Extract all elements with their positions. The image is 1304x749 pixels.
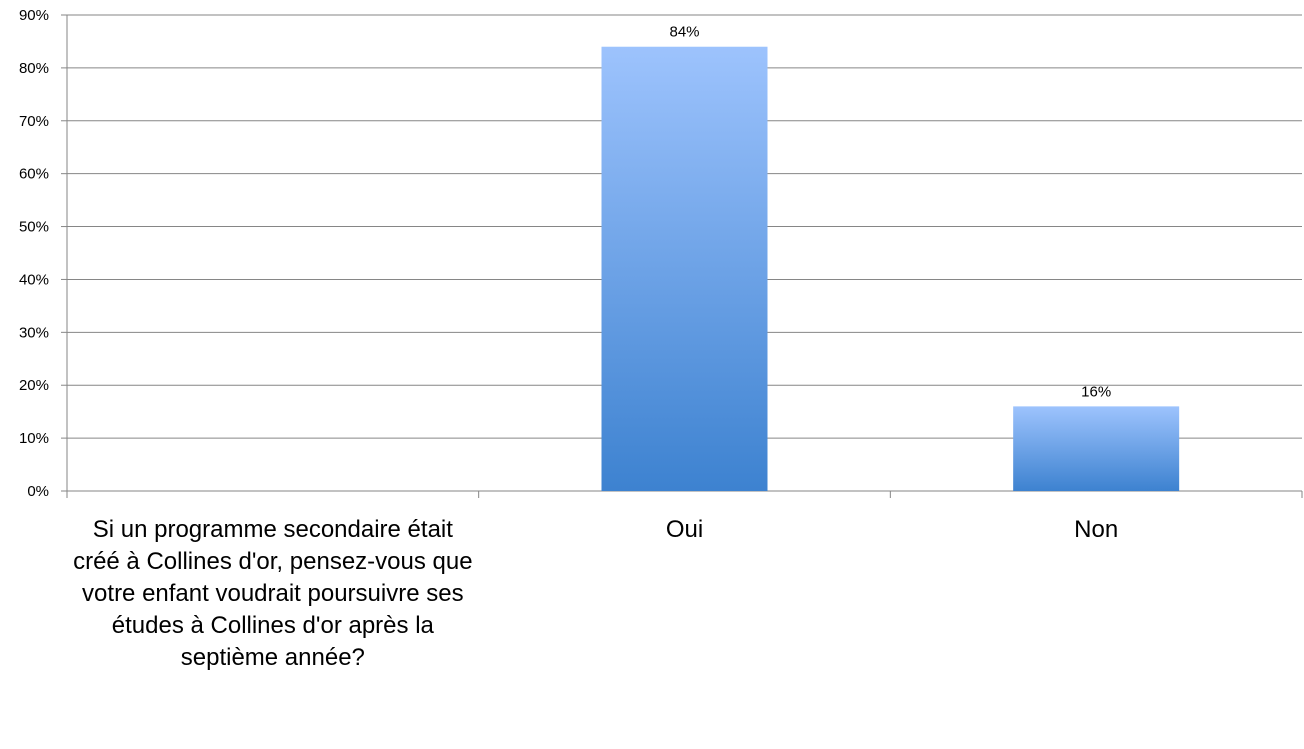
y-tick-label: 70%: [19, 113, 49, 130]
bars: [601, 46, 1180, 491]
y-tick-label: 20%: [19, 377, 49, 394]
y-tick-label: 10%: [19, 430, 49, 447]
y-tick-label: 90%: [19, 7, 49, 24]
y-tick-label: 60%: [19, 166, 49, 183]
y-tick-label: 40%: [19, 271, 49, 288]
y-tick-label: 50%: [19, 219, 49, 236]
bar: [1013, 406, 1180, 491]
x-category-label: Non: [1074, 516, 1119, 543]
bar-value-label: 84%: [669, 24, 699, 41]
bar-value-label: 16%: [1081, 383, 1111, 400]
y-tick-label: 0%: [27, 483, 49, 500]
x-category-label: Oui: [665, 516, 704, 543]
bar: [601, 46, 768, 491]
labels: 0% 10% 20% 30% 40% 50% 60% 70% 80% 90% 84% 16%: [19, 7, 1111, 500]
x-category-label: Si un programme secondaire était créé à …: [73, 516, 473, 671]
y-tick-label: 80%: [19, 60, 49, 77]
y-tick-label: 30%: [19, 324, 49, 341]
